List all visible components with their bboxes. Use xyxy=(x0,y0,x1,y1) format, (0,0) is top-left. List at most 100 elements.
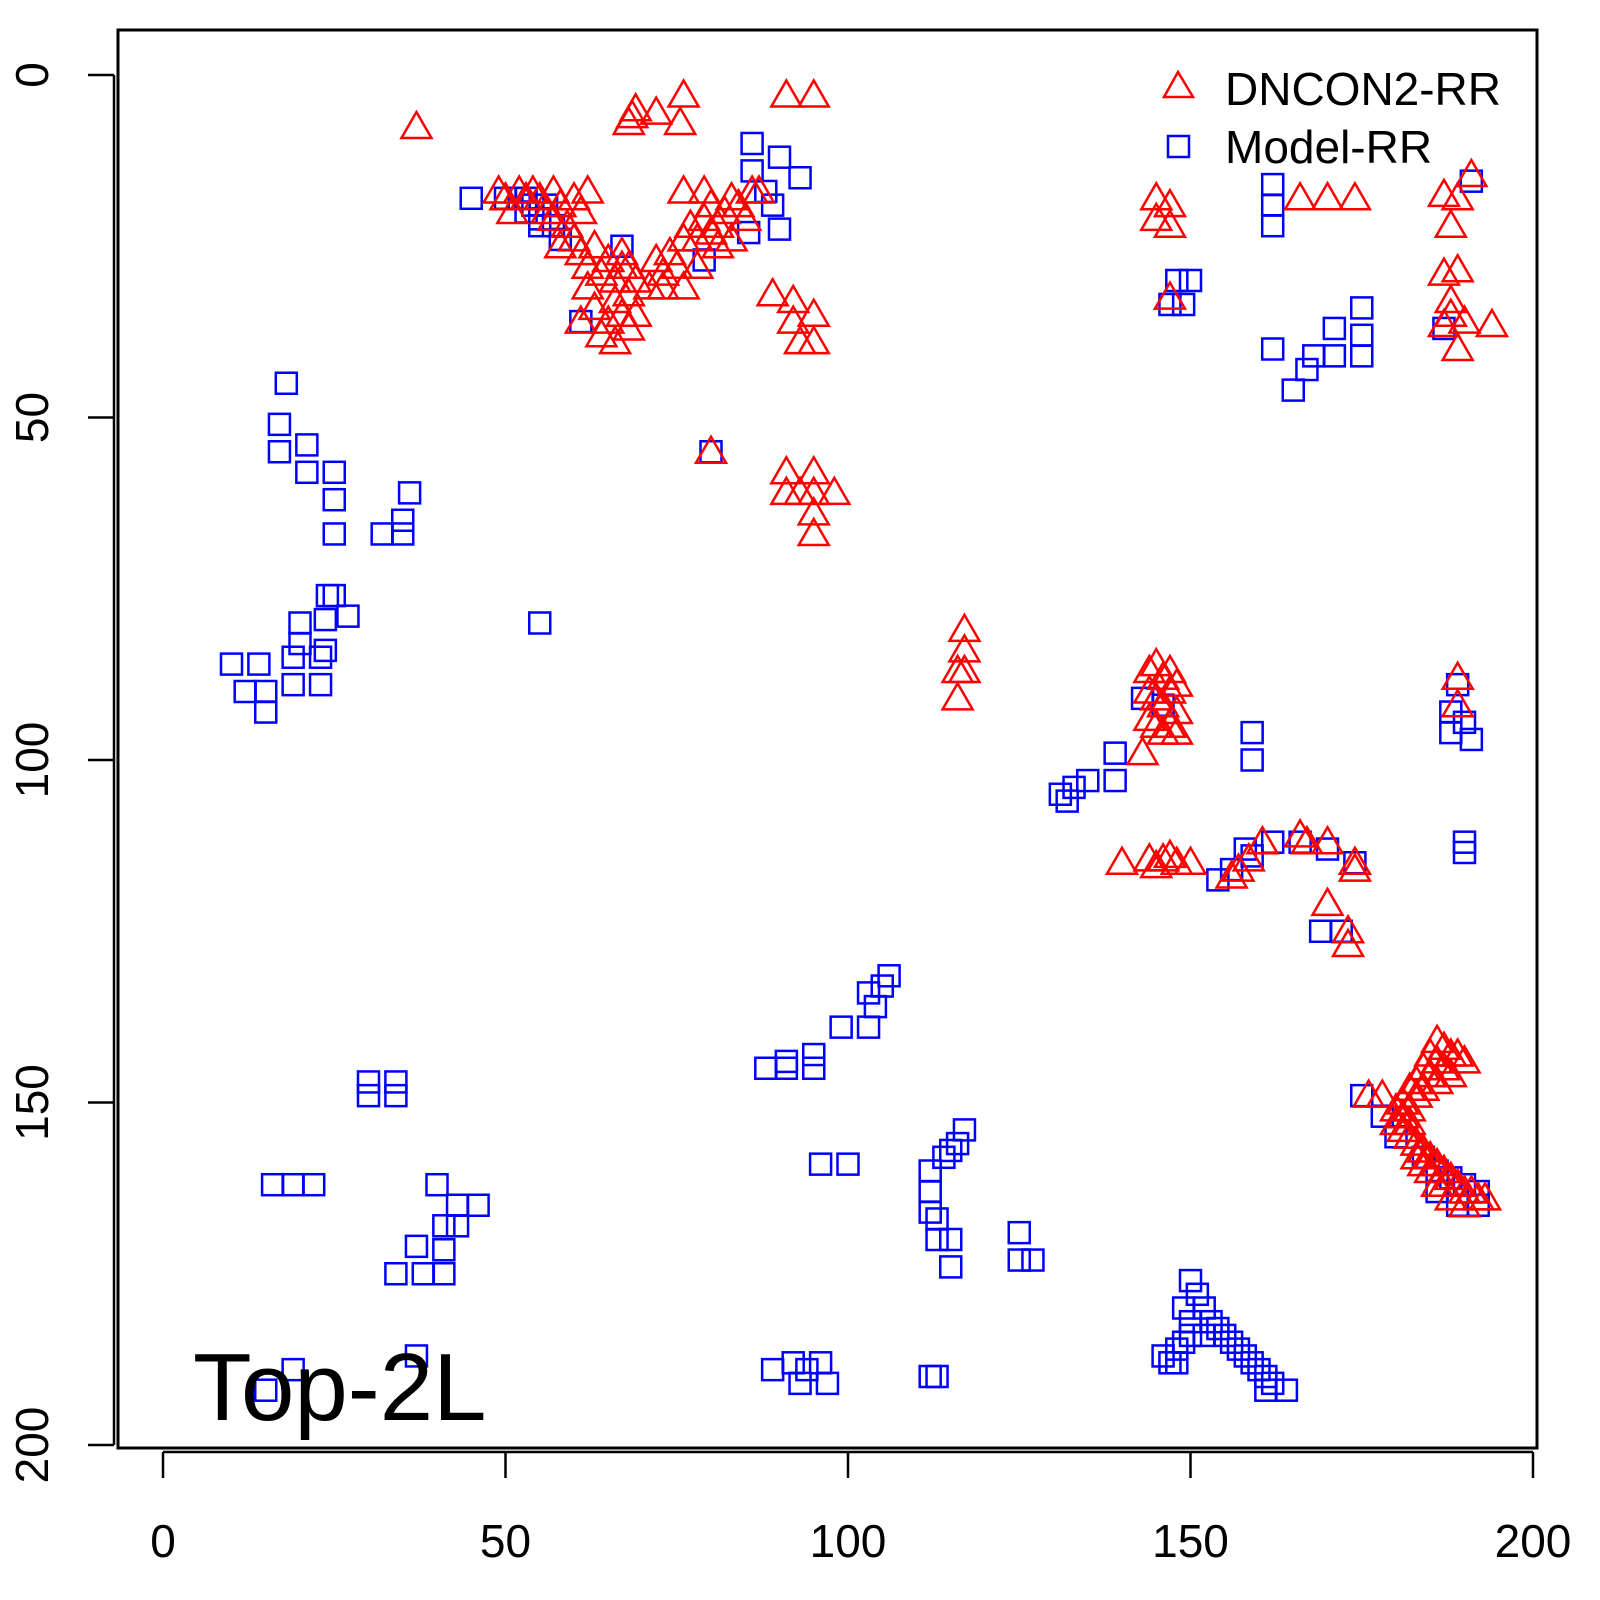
triangle-point xyxy=(1385,1098,1421,1129)
triangle-point xyxy=(666,78,701,108)
triangle-point xyxy=(1152,208,1188,238)
square-point xyxy=(411,1262,436,1286)
triangle-point xyxy=(659,249,694,280)
square-point xyxy=(267,412,292,437)
square-point xyxy=(391,508,415,532)
triangle-point xyxy=(728,201,763,232)
square-point xyxy=(267,440,292,464)
square-point xyxy=(288,631,312,656)
square-point xyxy=(233,679,257,704)
triangle-point xyxy=(481,173,516,204)
square-point xyxy=(939,1138,963,1163)
square-point xyxy=(313,607,338,632)
square-point xyxy=(1171,292,1196,317)
square-point xyxy=(1260,337,1285,361)
square-point xyxy=(808,1152,833,1176)
square-point xyxy=(1158,292,1182,317)
y-tick-label: 200 xyxy=(6,1407,58,1484)
triangle-point xyxy=(1392,1105,1427,1136)
square-point xyxy=(740,131,764,156)
square-point xyxy=(808,1351,833,1375)
square-point xyxy=(308,645,333,669)
square-point xyxy=(281,1357,305,1382)
square-point xyxy=(445,1193,470,1217)
triangle-point xyxy=(666,269,701,300)
square-point xyxy=(1165,268,1189,293)
triangle-point xyxy=(1365,1078,1400,1108)
square-point xyxy=(384,1262,408,1286)
square-point xyxy=(1171,1330,1196,1354)
square-point xyxy=(918,1159,942,1183)
square-point xyxy=(1151,1344,1175,1368)
square-point xyxy=(1260,193,1285,217)
x-axis: 0 50 100 150 200 xyxy=(150,1450,1571,1567)
square-point xyxy=(836,1152,860,1176)
triangle-point xyxy=(1231,841,1266,872)
square-point xyxy=(774,1049,799,1074)
triangle-point xyxy=(940,680,975,711)
y-tick-label: 150 xyxy=(6,1064,58,1141)
square-point xyxy=(322,522,346,546)
square-point xyxy=(754,1056,778,1080)
triangle-point xyxy=(1132,701,1167,732)
triangle-point xyxy=(686,173,722,204)
triangle-point xyxy=(947,612,982,643)
square-point xyxy=(736,220,761,245)
square-point xyxy=(1048,782,1073,806)
triangle-point xyxy=(1173,845,1208,875)
triangle-point xyxy=(755,276,790,307)
triangle-point xyxy=(1221,852,1256,882)
triangle-point xyxy=(1139,201,1174,232)
square-point xyxy=(295,460,319,485)
square-point xyxy=(829,1015,853,1039)
triangle-point xyxy=(618,297,653,327)
square-point xyxy=(1322,316,1347,341)
square-point xyxy=(856,981,881,1005)
square-point xyxy=(1439,720,1463,745)
square-point xyxy=(1240,748,1264,772)
y-tick-label: 0 xyxy=(6,62,58,88)
square-point xyxy=(781,1351,805,1375)
triangle-point xyxy=(666,173,701,204)
triangle-point xyxy=(700,228,736,259)
square-point xyxy=(301,1172,326,1197)
triangle-point xyxy=(1419,1064,1455,1095)
square-point xyxy=(1247,1357,1271,1382)
square-point xyxy=(1260,830,1285,854)
square-point xyxy=(802,1042,826,1067)
triangle-point xyxy=(1152,838,1188,869)
series-model-rr xyxy=(219,131,1490,1402)
triangle-point xyxy=(570,249,605,280)
triangle-point xyxy=(796,454,831,485)
triangle-point xyxy=(1433,283,1468,314)
square-point xyxy=(1219,1330,1244,1354)
triangle-point xyxy=(1474,307,1510,338)
square-point xyxy=(939,1255,963,1279)
triangle-point xyxy=(796,78,831,108)
triangle-point xyxy=(817,475,852,506)
triangle-point xyxy=(597,324,633,355)
square-point xyxy=(274,371,299,395)
square-point xyxy=(1254,1378,1278,1402)
triangle-point xyxy=(563,194,599,225)
square-point xyxy=(795,1357,819,1382)
square-point xyxy=(1165,1351,1189,1375)
square-point xyxy=(425,1172,449,1197)
triangle-point xyxy=(1440,1037,1475,1067)
square-point xyxy=(788,1371,812,1396)
triangle-point xyxy=(536,201,571,232)
square-point xyxy=(1007,1248,1031,1272)
triangle-point xyxy=(577,290,612,321)
triangle-point xyxy=(543,228,578,259)
square-point xyxy=(815,1371,840,1396)
square-point xyxy=(404,1234,429,1259)
series-dncon2-rr xyxy=(399,78,1510,1218)
square-point xyxy=(1062,775,1086,800)
triangle-point xyxy=(769,454,804,485)
square-point xyxy=(1350,323,1374,348)
square-point xyxy=(802,1056,826,1080)
triangle-point xyxy=(1139,848,1174,879)
square-point xyxy=(1103,741,1127,765)
triangle-point xyxy=(1467,1180,1503,1211)
